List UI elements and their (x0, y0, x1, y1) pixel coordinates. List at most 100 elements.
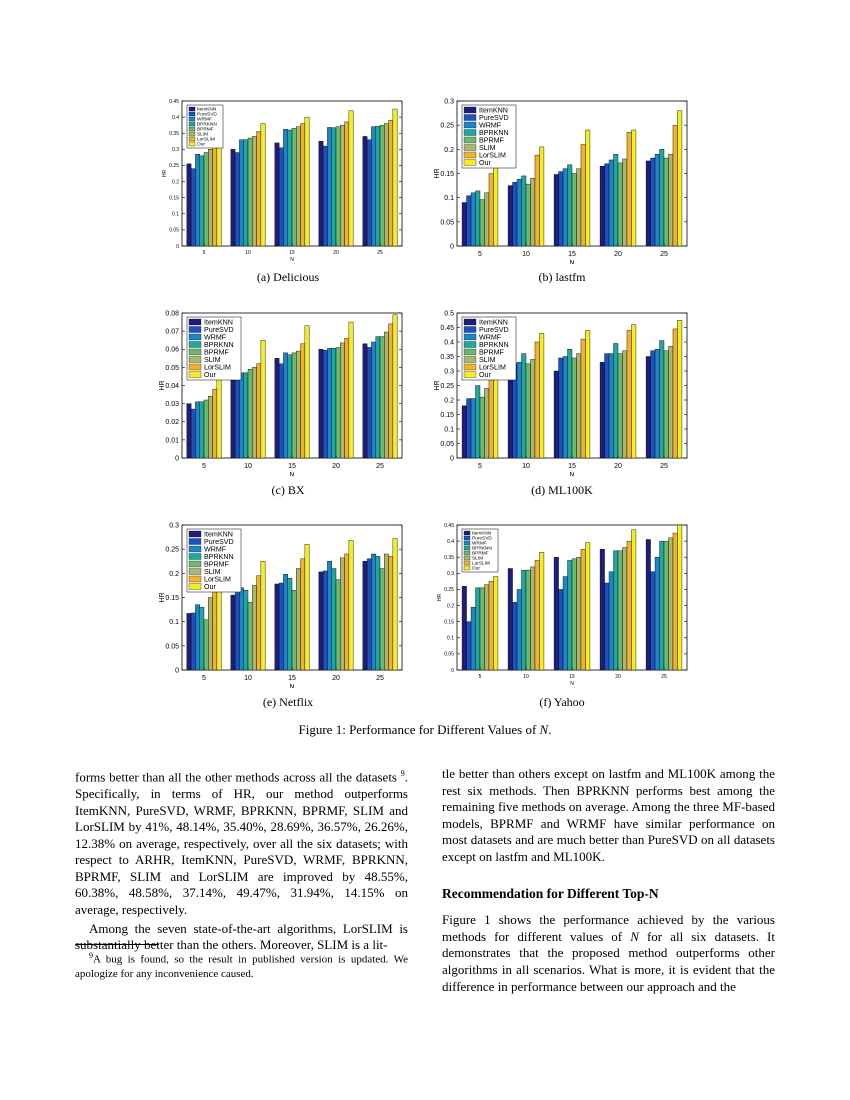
bar (484, 584, 490, 671)
legend-swatch (188, 106, 196, 112)
legend-label: SLIM (204, 568, 221, 576)
x-tick-label: 5 (202, 675, 206, 682)
bar (525, 183, 531, 247)
legend-label: LorSLIM (479, 151, 506, 159)
bar (626, 540, 632, 671)
bar (216, 374, 222, 459)
legend-swatch (463, 159, 477, 166)
bar (344, 121, 350, 247)
bar (327, 348, 332, 459)
bar (247, 137, 253, 247)
bar (375, 556, 381, 671)
bar (203, 399, 209, 459)
x-tick-label: 20 (615, 674, 621, 680)
bar (493, 367, 499, 459)
bar (604, 582, 610, 671)
y-tick-label: 0.4 (172, 115, 179, 121)
bar (521, 175, 527, 247)
bar (388, 120, 394, 247)
bar (234, 378, 240, 459)
bar (562, 576, 568, 671)
legend-swatch (463, 121, 477, 129)
chart-ml100k: 0 0.05 0.1 0.15 0.2 0.25 0.3 0.35 0.4 0.45 0.5 5 10 1… (425, 308, 695, 476)
x-axis-label: N (289, 472, 294, 476)
legend-swatch (188, 121, 196, 127)
legend-swatch (188, 371, 202, 378)
legend-label: ItemKNN (204, 318, 233, 326)
caption-netflix: (e) Netflix (262, 695, 314, 709)
bar (212, 590, 218, 671)
bar (322, 145, 328, 247)
figure-caption-suffix: . (548, 722, 552, 737)
bar (571, 558, 577, 671)
bar (571, 173, 577, 247)
legend-label: BPRMF (479, 136, 505, 144)
bar (512, 602, 518, 671)
left-p1-text-a: forms better than all the other methods … (75, 769, 401, 785)
legend-swatch (463, 129, 477, 136)
bar (613, 343, 619, 459)
bar (348, 540, 354, 671)
bar (576, 557, 582, 671)
bar (318, 141, 324, 247)
legend-swatch (463, 333, 477, 341)
legend-label: BPRKNN (204, 341, 234, 349)
y-tick-label: 0.15 (165, 595, 179, 602)
bar (608, 353, 614, 459)
y-tick-label: 0.25 (440, 383, 454, 390)
legend-label: LorSLIM (204, 575, 231, 583)
bar (553, 174, 559, 247)
x-tick-label: 10 (522, 251, 530, 258)
bar (613, 550, 619, 671)
bar (608, 571, 614, 671)
y-tick-label: 0.07 (165, 329, 179, 336)
legend-swatch (463, 535, 471, 541)
y-tick-label: 0 (175, 455, 179, 462)
y-tick-label: 0.05 (440, 441, 454, 448)
bar (212, 145, 218, 247)
legend-label: LorSLIM (472, 561, 490, 567)
bar (466, 621, 472, 671)
figure-caption: Figure 1: Performance for Different Valu… (0, 722, 850, 738)
bar (243, 372, 249, 459)
y-tick-label: 0.45 (440, 325, 454, 332)
legend-label: Our (472, 566, 480, 572)
legend-swatch (188, 126, 196, 132)
x-axis-label: N (569, 472, 574, 476)
bar (672, 328, 678, 459)
bar (203, 619, 209, 671)
bar (645, 356, 651, 459)
bar (190, 168, 196, 247)
legend-label: LorSLIM (204, 363, 231, 371)
bar (668, 346, 674, 459)
x-tick-label: 25 (660, 251, 668, 258)
bar (599, 548, 605, 671)
bar (677, 524, 683, 671)
bar (672, 532, 678, 671)
legend-swatch (188, 136, 196, 142)
bar (243, 139, 249, 247)
y-tick-label: 0.2 (447, 603, 454, 609)
left-paragraph-1: forms better than all the other methods … (75, 766, 408, 919)
bar (631, 129, 637, 247)
bar (507, 568, 513, 671)
legend-swatch (463, 106, 477, 114)
bar (558, 171, 564, 247)
legend-swatch (463, 136, 477, 144)
bar (384, 331, 389, 459)
y-tick-label: 0.1 (444, 195, 454, 202)
y-axis-label: HR (434, 168, 441, 178)
bar (567, 560, 573, 671)
y-tick-label: 0.3 (172, 147, 179, 153)
x-axis-label: N (570, 681, 574, 687)
bar (654, 349, 660, 459)
legend-label: WRMF (197, 117, 212, 123)
bar (300, 123, 306, 247)
bar (525, 363, 531, 459)
bar (203, 152, 209, 247)
y-tick-label: 0.25 (169, 163, 179, 169)
bar (677, 320, 683, 459)
bar (663, 350, 669, 459)
legend-label: PureSVD (472, 536, 492, 542)
legend-swatch (188, 545, 202, 553)
